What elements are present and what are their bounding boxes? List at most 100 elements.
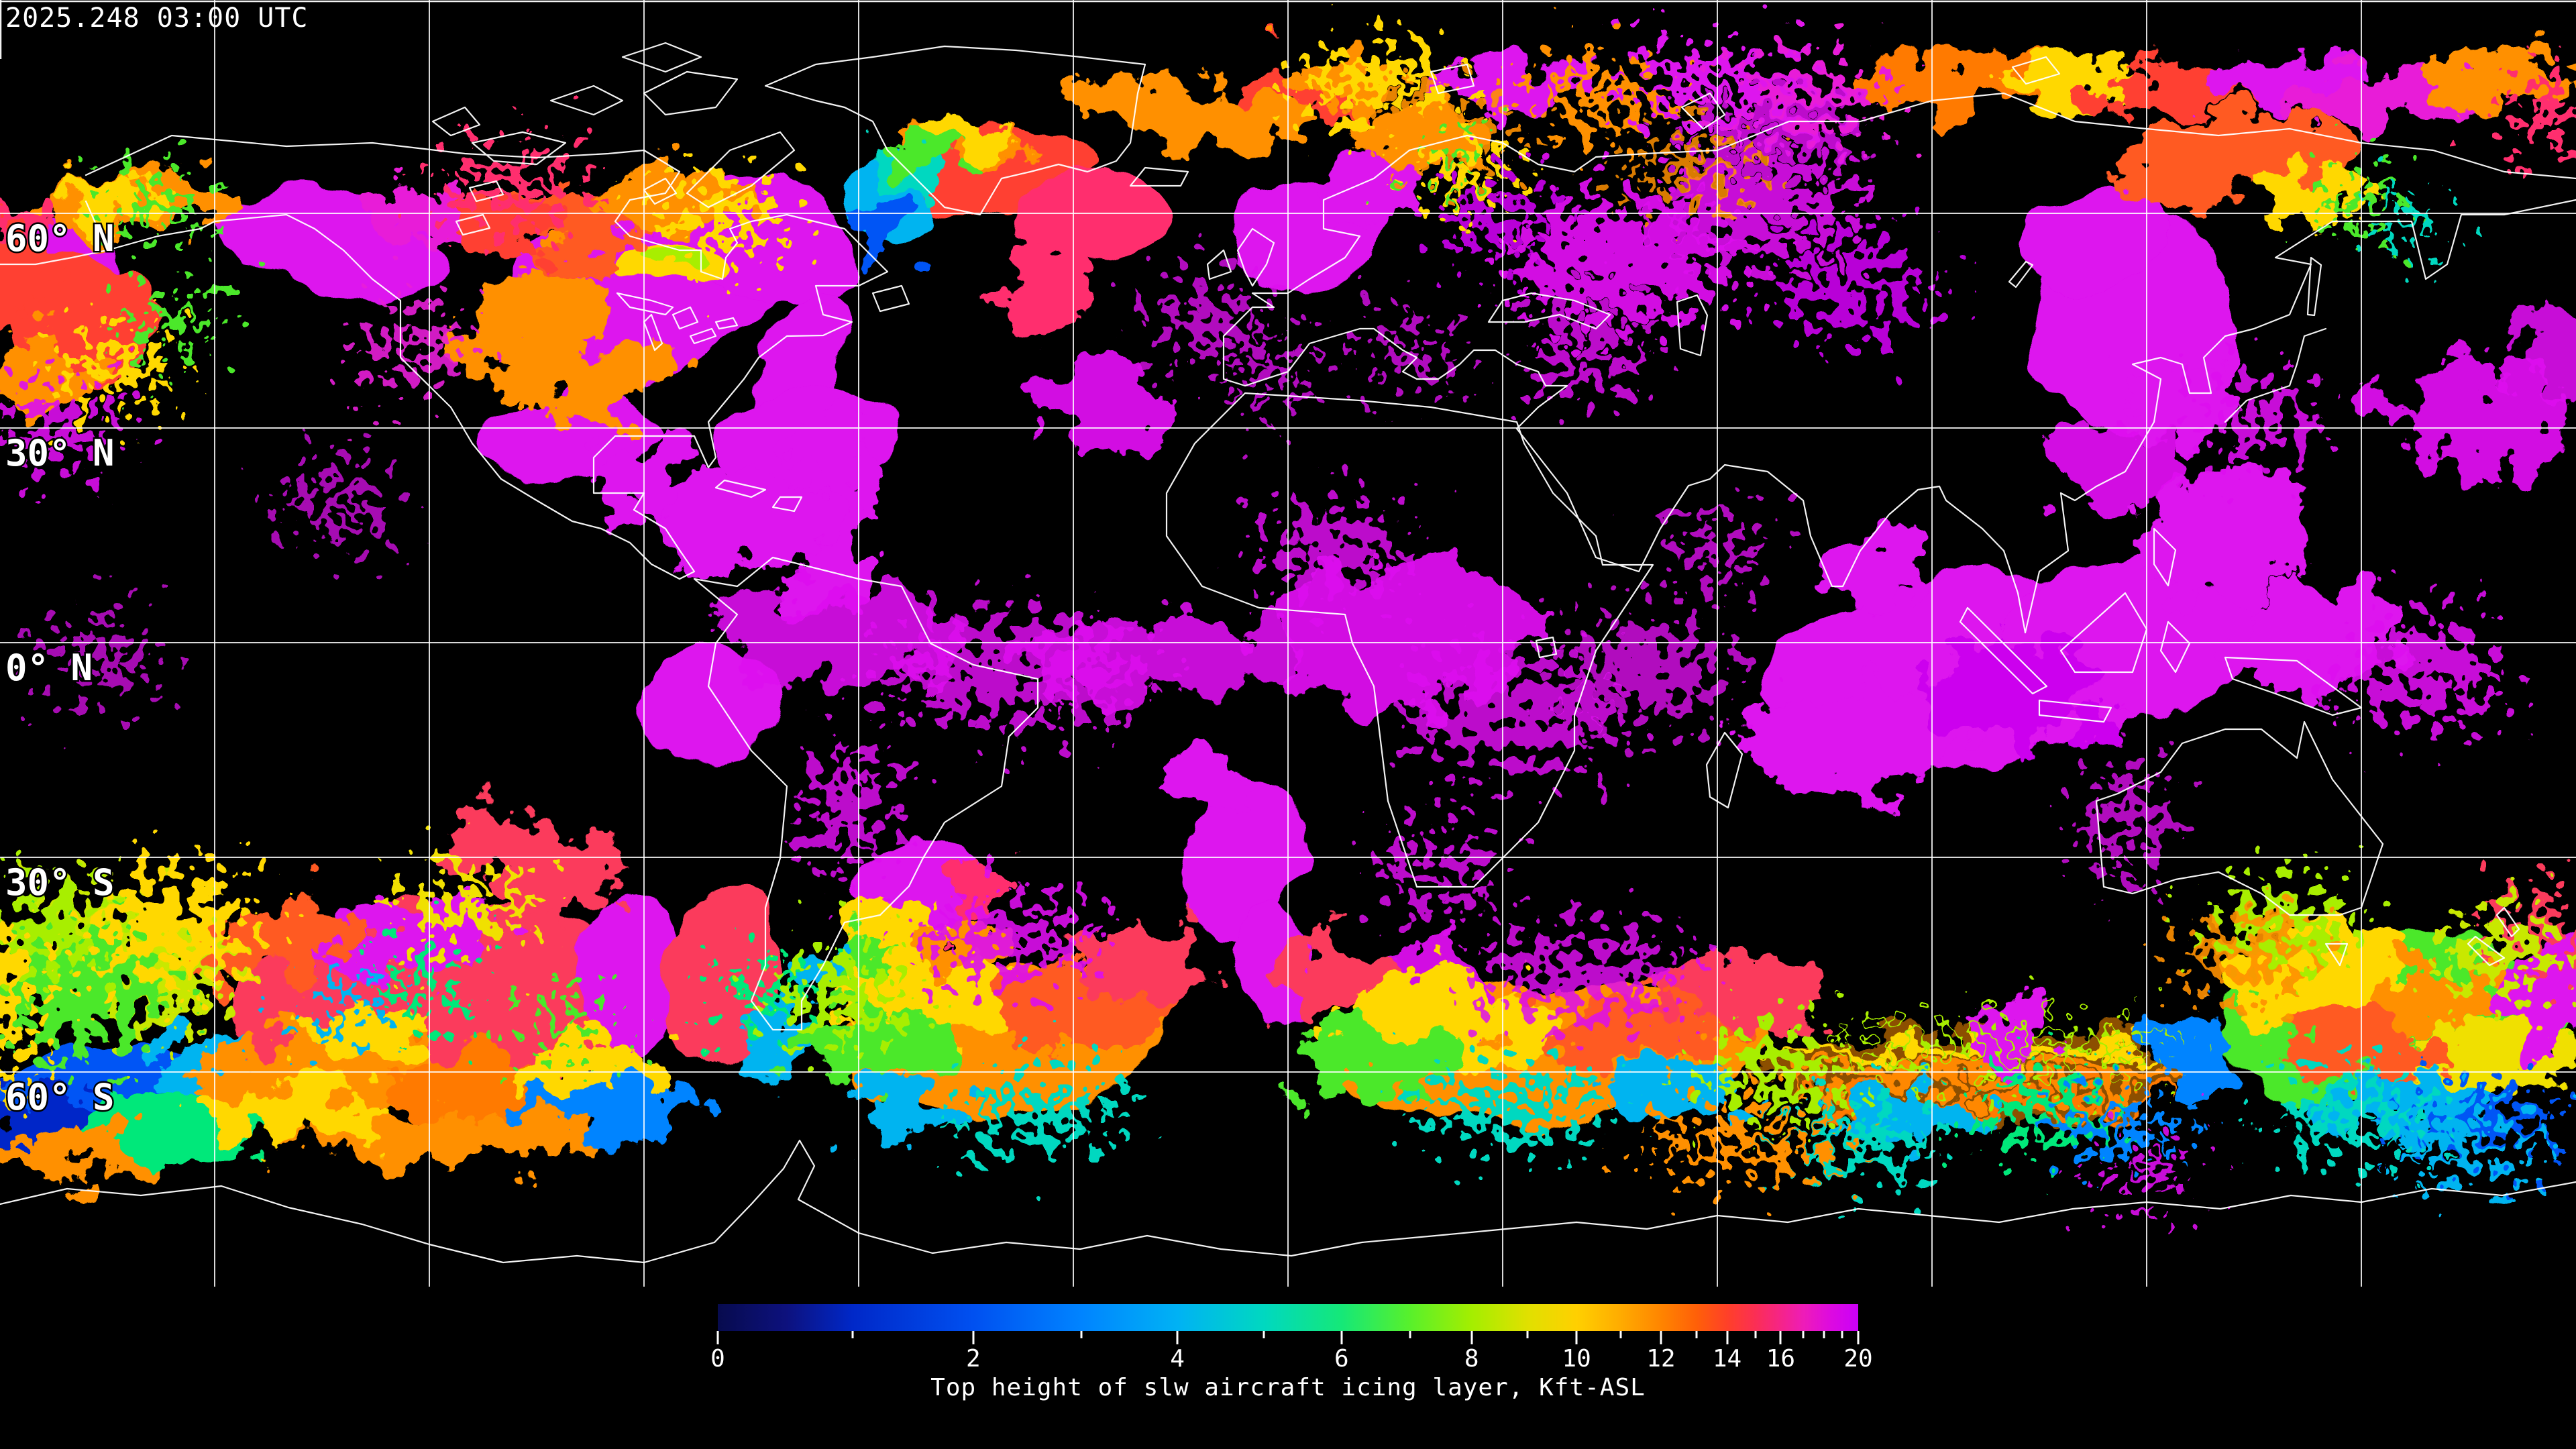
icing-blob [1737,688,1966,788]
icing-blob [80,342,161,396]
latitude-label: 60° S [5,1076,115,1118]
icing-blob [2405,1130,2532,1167]
icing-blob [2422,54,2569,101]
icing-blob [1077,929,1204,1003]
icing-blob [2509,91,2576,138]
coastline-path [549,85,624,116]
coastline-path [1129,166,1189,187]
coastline-path [1236,227,1275,287]
icing-blob [1831,1038,2167,1052]
icing-blob [144,302,205,342]
coastline-path [1244,327,1568,430]
icing-blob [652,245,703,269]
coastline-path [643,313,663,352]
icing-blob [1271,513,1399,587]
icing-blob [785,963,899,1023]
coastline-path [1222,92,2576,337]
coastline-path [2224,656,2363,716]
coastline-path [471,131,567,166]
coastline-path [1676,294,1709,357]
icing-blob [929,909,1083,969]
icing-blob [449,164,570,211]
icing-blob [2190,926,2304,986]
icing-blob [842,1081,969,1132]
icing-blob [114,191,195,225]
icing-blob [856,200,912,254]
coastline-path [0,249,109,266]
icing-blob [577,896,684,1050]
coastline-path [672,306,699,330]
coastline-path [621,42,702,73]
icing-blob [1161,292,1254,352]
coastline-path [871,284,910,313]
icing-blob [1784,1069,2207,1085]
icing-blob [671,195,778,248]
icing-blob [1382,104,1503,151]
coastline-path [2467,935,2506,967]
icing-blob [413,880,527,931]
coastline-path [1705,731,1743,809]
coastline-path [643,70,739,116]
coastline-path [2011,56,2061,85]
icing-blob [1523,205,1724,319]
icing-blob [13,399,107,460]
icing-blob [2096,768,2157,869]
coastline-path [689,327,717,345]
icing-blob [1452,191,1540,252]
icing-blob [1315,151,1422,225]
coastline-path [2059,592,2148,674]
icing-blob [208,1089,396,1138]
icing-blob [1714,1045,1841,1102]
coastline-path [714,317,739,330]
latitude-label: 30° S [5,861,115,904]
coastline-path [693,556,1039,1031]
icing-blob [963,1089,1117,1138]
icing-blob [892,627,1147,714]
icing-blob [524,347,670,418]
icing-blob [1426,1081,1593,1132]
icing-blob [525,1001,589,1038]
icing-blob [916,112,1016,150]
coastlines [0,42,2576,1264]
icing-blob [97,882,245,969]
icing-blob [1576,631,1724,711]
icing-blob [1828,533,1929,607]
coastline-path [1487,292,1611,330]
coastline-path [1535,636,1558,659]
icing-blob [1389,842,1483,902]
latitude-label: 0° N [5,647,93,689]
coastline-path [1222,335,1246,387]
icing-blob [1046,358,1181,447]
icing-blob [2204,384,2304,448]
icing-blob [1167,748,1248,822]
coastline-path [616,292,674,316]
coastline-path [2496,906,2520,938]
coastline-path [1430,63,1475,95]
latitude-labels: 60° N 30° N 0° N 30° S 60° S [4,216,117,1120]
icing-blob [2336,182,2400,220]
icing-blob [2133,473,2308,600]
coastline-path [2306,256,2322,317]
icing-blob [311,987,367,1025]
icing-blob [0,896,91,969]
coastline-path [2153,527,2177,587]
icing-blob [382,967,456,1005]
icing-blob [1013,167,1161,262]
latitude-label: 30° N [5,432,115,474]
icing-blob [7,1132,154,1175]
coastline-path [1680,92,1726,130]
icing-blob [2019,191,2167,292]
icing-blob [1308,60,1442,107]
icing-blob [2509,312,2576,386]
graticule [0,0,2576,1287]
icing-blob [666,883,783,1063]
icing-blob [1291,1023,1459,1097]
icing-blob [2049,426,2177,513]
icing-blob [1422,664,1610,758]
icing-blob [817,748,880,862]
coastline-path [1515,427,2027,634]
coastline-path [431,106,481,137]
coastline-path [2024,199,2576,634]
coastline-path [85,134,889,580]
